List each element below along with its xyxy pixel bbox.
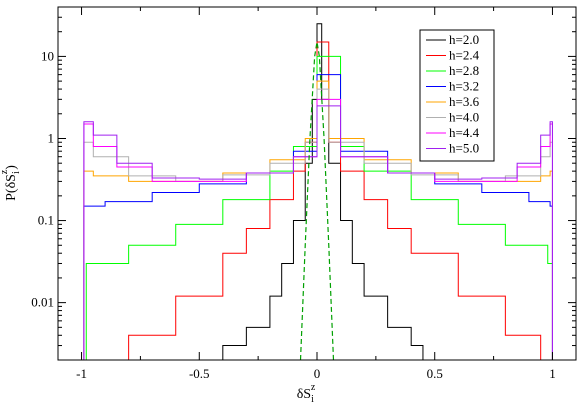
series-line-h=2.4 [93,41,542,361]
y-tick-label: 1 [48,130,55,145]
x-axis: -1 -0.5 0 0.5 1 [76,7,556,381]
y-axis-label: P(δSiz) [0,165,22,201]
plot-curves [81,23,553,361]
legend-label: h=3.2 [449,79,479,94]
legend-label: h=2.8 [449,63,479,78]
x-axis-label-sub: i [311,394,314,405]
y-tick-label: 10 [41,48,54,63]
x-tick-label: 0.5 [427,366,443,381]
legend-label: h=4.0 [449,110,479,125]
legend-label: h=2.4 [449,48,480,63]
x-axis-label-main: δS [297,387,311,402]
legend-label: h=3.6 [449,94,480,109]
y-axis: 0.01 0.1 1 10 [31,16,576,347]
x-axis-label: δSiz [297,382,316,405]
series-line-h=3.2 [81,74,553,361]
x-tick-label: -0.5 [189,366,210,381]
y-axis-label-close: ) [4,165,19,170]
x-tick-label: -1 [76,366,87,381]
y-axis-label-sub: i [11,171,22,174]
y-axis-label-sup: z [0,169,10,174]
series-line-h=2.0 [211,23,424,361]
series-line-h=5.0 [81,105,553,361]
x-tick-label: 1 [549,366,556,381]
y-tick-label: 0.01 [31,295,54,310]
legend-label: h=5.0 [449,141,479,156]
y-axis-label-main: P(δS [4,174,19,201]
legend-box [419,29,495,162]
legend-label: h=4.4 [449,125,480,140]
x-axis-label-sup: z [311,382,316,393]
x-tick-label: 0 [314,366,321,381]
series-line-h=2.8 [81,55,553,361]
legend: h=2.0h=2.4h=2.8h=3.2h=3.6h=4.0h=4.4h=5.0 [419,29,495,162]
legend-label: h=2.0 [449,32,479,47]
y-tick-label: 0.1 [38,213,54,228]
